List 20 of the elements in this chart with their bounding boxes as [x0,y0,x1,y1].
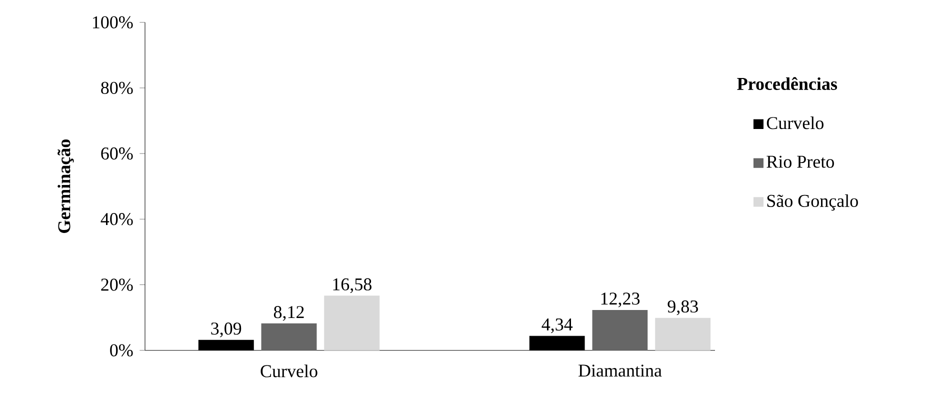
y-tick-label: 80% [101,82,133,94]
legend-title: Procedências [737,77,838,90]
y-axis-title: Germinação [58,140,74,233]
legend-label: São Gonçalo [767,194,858,211]
legend-label: Curvelo [766,116,824,130]
data-label: 8,12 [274,306,304,321]
y-tick-label: 60% [101,147,133,160]
y-tick-label: 20% [101,278,133,291]
data-label: 9,83 [668,300,698,316]
data-label: 3,09 [211,322,242,338]
y-tick-label: 0% [110,344,133,356]
data-label: 12,23 [601,292,640,308]
legend-label: Rio Preto [766,156,834,168]
data-label: 4,34 [542,318,573,334]
y-tick-label: 40% [100,213,133,226]
y-tick-label: 100% [93,16,133,28]
bar [592,310,648,350]
data-label: 16,58 [333,278,372,294]
bar [261,323,317,350]
x-tick-label: Diamantina [578,364,662,377]
